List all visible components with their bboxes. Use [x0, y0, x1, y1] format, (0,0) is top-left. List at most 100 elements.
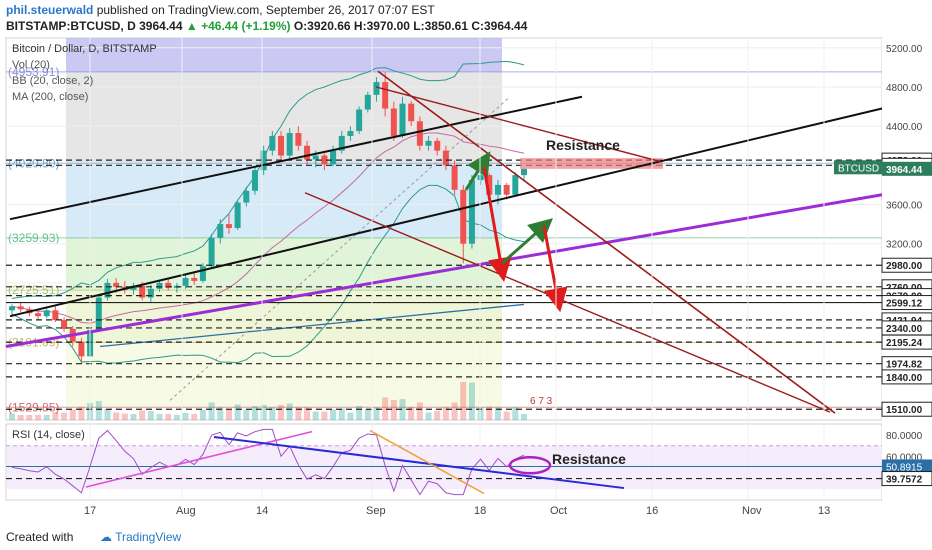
y-tick-label: 3200.00 — [886, 240, 923, 251]
price-level-label: 2195.24 — [886, 338, 923, 349]
volume-bar — [460, 382, 467, 420]
candle-body — [269, 135, 276, 151]
rsi-downtrend-line — [213, 436, 625, 490]
rsi-line — [11, 428, 525, 496]
volume-bar — [35, 415, 42, 420]
ohlc-low: L:3850.61 — [413, 19, 468, 33]
volume-bar — [9, 413, 15, 420]
x-tick-label: 16 — [646, 505, 658, 517]
volume-bar — [486, 406, 493, 420]
volume-bar — [269, 407, 276, 420]
candle-body — [278, 135, 285, 156]
candle-body — [434, 140, 441, 151]
candle-body — [43, 310, 50, 317]
candle-body — [486, 175, 493, 195]
candle-body — [295, 133, 302, 146]
candle-body — [390, 108, 397, 136]
price-level-label: 1510.00 — [886, 405, 923, 416]
author-name[interactable]: phil.steuerwald — [6, 3, 94, 17]
candle-body — [477, 175, 484, 181]
candle-body — [425, 140, 432, 146]
symbol-label: BITSTAMP:BTCUSD, D — [6, 19, 136, 33]
volume-bar — [304, 407, 311, 420]
volume-bar — [26, 415, 33, 420]
tradingview-logo[interactable]: ☁ TradingView — [100, 530, 182, 544]
rsi-legend: RSI (14, close) — [12, 429, 85, 441]
red-arrow-down — [482, 167, 512, 282]
x-tick-label: Oct — [550, 505, 567, 517]
volume-bar — [17, 415, 24, 420]
fib-zone — [66, 342, 502, 408]
volume-bar — [217, 407, 224, 420]
volume-bar — [468, 382, 475, 420]
volume-bar — [416, 402, 423, 420]
volume-bar — [425, 412, 432, 420]
ohlc-close: C:3964.44 — [471, 19, 528, 33]
fib-label: (3259.93) — [8, 231, 59, 245]
candle-body — [243, 190, 250, 203]
candle-body — [286, 133, 293, 156]
channel-upper-trendline — [9, 95, 583, 221]
y-tick-label: 3600.00 — [886, 201, 923, 212]
x-tick-label: Sep — [366, 505, 386, 517]
candle-body — [156, 282, 163, 289]
legend-ma: MA (200, close) — [12, 91, 88, 103]
rsi-current-box — [882, 459, 932, 474]
cloud-icon: ☁ — [100, 530, 112, 544]
volume-bar — [225, 410, 232, 420]
candle-body — [9, 306, 15, 311]
candle-body — [52, 310, 59, 321]
fib-zone — [66, 163, 502, 238]
volume-bar — [321, 411, 328, 420]
volume-bar — [234, 404, 241, 420]
change-up-icon: ▲ — [185, 19, 198, 33]
rsi-uptrend-line — [85, 430, 313, 488]
price-level-box — [881, 295, 932, 311]
publish-header: phil.steuerwald published on TradingView… — [0, 0, 932, 36]
price-level-box — [881, 401, 932, 417]
candle-body — [382, 82, 389, 109]
resistance-zone — [520, 158, 663, 169]
volume-bar — [78, 407, 85, 420]
fib-label: (1529.85) — [8, 400, 59, 414]
fib-label: (4020.80) — [8, 156, 59, 170]
red-upper-line — [375, 86, 661, 163]
price-level-label: 1840.00 — [886, 373, 923, 384]
volume-bar — [399, 399, 406, 420]
x-tick-label: Aug — [176, 505, 196, 517]
volume-bar — [494, 407, 501, 420]
volume-bar — [95, 401, 102, 420]
ohlc-high: H:3970.00 — [353, 19, 410, 33]
candle-body — [451, 165, 458, 190]
volume-bar — [390, 400, 397, 420]
price-level-box — [881, 369, 932, 385]
resistance-annotation: Resistance — [546, 137, 620, 153]
candle-body — [139, 285, 146, 298]
volume-bar — [61, 412, 68, 420]
volume-bar — [156, 414, 163, 420]
symbol-badge-box — [834, 160, 882, 175]
x-tick-label: Nov — [742, 505, 762, 517]
ohlc-open: O:3920.66 — [293, 19, 351, 33]
volume-bar — [251, 406, 258, 420]
candle-body — [338, 135, 345, 151]
candle-body — [460, 189, 467, 244]
volume-bar — [503, 411, 510, 420]
volume-bar — [260, 405, 267, 420]
price-level-box — [881, 334, 932, 350]
volume-bar — [512, 407, 519, 420]
volume-bar — [69, 409, 76, 420]
candle-body — [113, 282, 120, 287]
candle-body — [165, 282, 172, 288]
candle-body — [61, 320, 68, 329]
rsi-highlight-circle — [508, 456, 552, 475]
volume-bar — [113, 412, 120, 420]
fib-zone — [66, 237, 502, 291]
rsi-orange-line — [369, 429, 485, 495]
red-downtrend-line — [377, 70, 836, 414]
candle-body — [321, 155, 328, 165]
x-tick-label: 18 — [474, 505, 486, 517]
volume-bar — [382, 397, 389, 420]
